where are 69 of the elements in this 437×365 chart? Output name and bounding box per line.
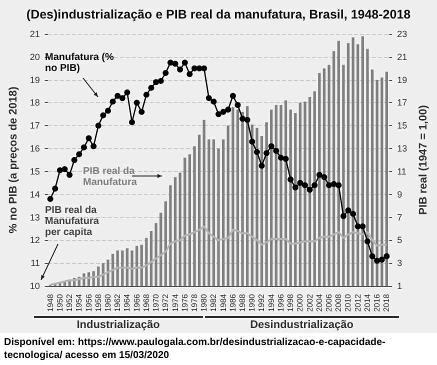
y-tick-label: 14 [30, 189, 40, 200]
x-tick-label: 1954 [74, 293, 84, 312]
y2-tick-label: 19 [397, 74, 408, 85]
x-tick-label: 1986 [228, 293, 238, 312]
x-tick-label: 1956 [84, 293, 94, 312]
x-tick-label: 1958 [94, 293, 103, 312]
x-tick-label: 1998 [286, 293, 296, 312]
x-tick-label: 2004 [314, 293, 324, 312]
y-tick-label: 11 [30, 258, 40, 268]
series-label: Manufatura (% no PIB) [45, 52, 115, 74]
y-tick-label: 10 [30, 281, 40, 291]
y-tick-label: 18 [30, 98, 40, 108]
y-tick-label: 15 [30, 166, 40, 176]
y-tick-label: 13 [30, 212, 40, 222]
y-tick-label: 19 [30, 74, 40, 85]
x-tick-label: 2018 [382, 293, 392, 312]
x-tick-label: 1950 [55, 293, 64, 312]
text: PIB real da Manufatura per capita [45, 205, 100, 238]
y2-tick-label: 23 [397, 29, 408, 39]
x-tick-label: 1996 [276, 293, 286, 312]
x-tick-label: 1970 [152, 293, 161, 312]
x-tick-label: 1988 [238, 293, 248, 312]
y2-tick-label: 3 [397, 258, 402, 268]
y2-tick-label: 9 [397, 189, 402, 200]
x-tick-label: 1980 [200, 293, 209, 312]
x-tick-label: 2012 [353, 293, 362, 312]
x-tick-label: 1976 [180, 293, 190, 312]
y-tick-label: 12 [30, 235, 40, 246]
text: Desindustrialização [204, 316, 399, 331]
x-tick-label: 1966 [132, 293, 142, 312]
x-tick-label: 2006 [324, 293, 334, 312]
y2-tick-label: 1 [397, 281, 402, 291]
x-tick-label: 1960 [103, 293, 112, 312]
y2-tick-label: 17 [397, 98, 408, 108]
y-axis-title: % no PIB (a preços de 2018) [8, 86, 20, 234]
x-tick-label: 1984 [218, 293, 228, 312]
x-tick-label: 1990 [248, 293, 257, 312]
y-tick-label: 21 [30, 29, 40, 39]
y2-tick-label: 13 [397, 144, 408, 154]
x-tick-label: 2010 [344, 293, 353, 312]
y-tick-label: 20 [30, 52, 40, 62]
x-tick-label: 2008 [334, 293, 344, 312]
x-tick-label: 1978 [190, 293, 199, 312]
y2-tick-label: 5 [397, 235, 402, 246]
y2-tick-label: 7 [397, 212, 402, 222]
y2-tick-label: 21 [397, 52, 408, 62]
y2-tick-label: 15 [397, 120, 408, 131]
x-tick-label: 1982 [209, 293, 218, 312]
x-tick-label: 1968 [142, 293, 151, 312]
y-tick-label: 17 [30, 120, 40, 131]
x-tick-label: 1964 [122, 293, 132, 312]
x-tick-label: 2000 [296, 293, 305, 312]
x-tick-label: 1962 [113, 293, 122, 312]
text: Disponível em: https://www.paulogala.com.br/desindustrializacao-e-capacidade-tecnologica/ acesso em 15/03/2020 [3, 336, 386, 363]
text: Industrialização [34, 316, 203, 331]
text: PIB real da Manufatura [83, 166, 138, 188]
y2-axis-title: PIB real (1947 = 1,00) [418, 104, 430, 215]
chart-title: (Des)industrialização e PIB real da manufatura, Brasil, 1948-2018 [26, 8, 411, 22]
x-tick-label: 2014 [362, 293, 372, 312]
x-tick-label: 1974 [170, 293, 180, 312]
y-tick-label: 16 [30, 144, 40, 154]
x-tick-label: 1972 [161, 293, 170, 312]
x-tick-label: 1952 [65, 293, 74, 312]
x-tick-label: 1948 [46, 293, 55, 312]
y2-tick-label: 11 [397, 166, 406, 176]
x-tick-label: 1992 [257, 293, 266, 312]
x-tick-label: 1994 [266, 293, 276, 312]
x-tick-label: 2016 [372, 293, 382, 312]
x-tick-label: 2002 [305, 293, 314, 312]
